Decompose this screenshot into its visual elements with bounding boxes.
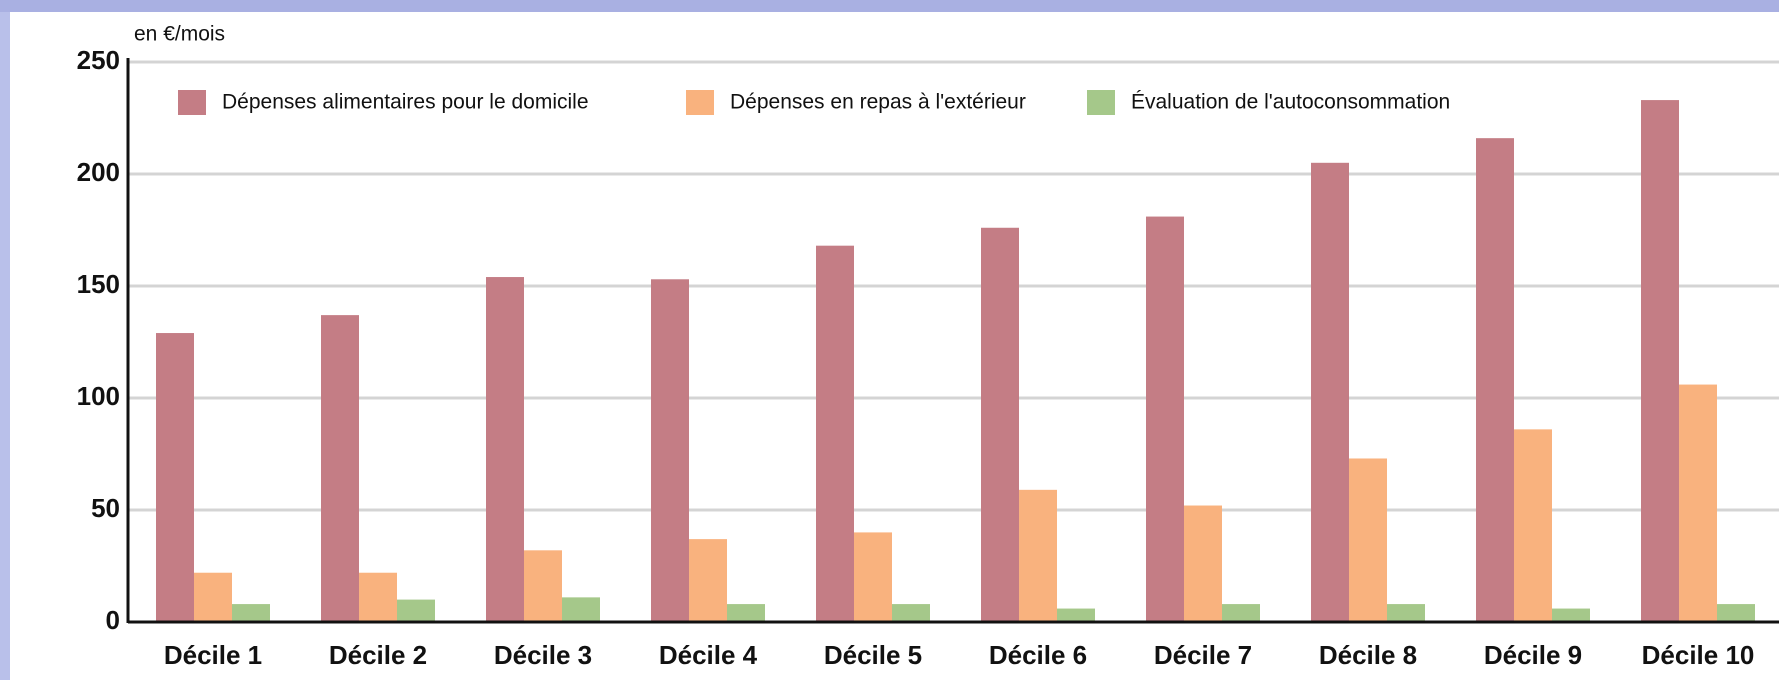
legend-label: Dépenses alimentaires pour le domicile <box>222 91 589 114</box>
legend-label: Évaluation de l'autoconsommation <box>1131 91 1450 114</box>
legend-swatch <box>1087 90 1115 115</box>
bar <box>1222 604 1260 622</box>
bar <box>397 599 435 622</box>
legend-swatch <box>686 90 714 115</box>
bar <box>321 315 359 622</box>
x-tick-label: Décile 8 <box>1319 640 1417 670</box>
bar <box>1019 489 1057 622</box>
x-tick-label: Décile 7 <box>1154 640 1252 670</box>
bar <box>1552 608 1590 622</box>
bar <box>892 604 930 622</box>
bar <box>194 572 232 622</box>
bar <box>524 550 562 622</box>
bar <box>1387 604 1425 622</box>
x-tick-label: Décile 10 <box>1642 640 1755 670</box>
bar <box>689 539 727 622</box>
bar <box>1311 162 1349 623</box>
bar <box>1679 384 1717 622</box>
bar <box>854 532 892 622</box>
bar <box>232 604 270 622</box>
bar <box>1717 604 1755 622</box>
bar <box>1146 216 1184 622</box>
y-tick-label: 200 <box>77 157 120 187</box>
bar <box>1476 138 1514 622</box>
x-tick-label: Décile 6 <box>989 640 1087 670</box>
bar <box>816 245 854 622</box>
bar <box>1641 100 1679 622</box>
x-tick-label: Décile 4 <box>659 640 758 670</box>
y-axis-label: en €/mois <box>134 23 225 46</box>
bar <box>1514 429 1552 622</box>
y-tick-label: 150 <box>77 269 120 299</box>
top-band <box>0 0 1779 12</box>
legend-label: Dépenses en repas à l'extérieur <box>730 91 1026 114</box>
x-tick-label: Décile 5 <box>824 640 922 670</box>
bar <box>1349 458 1387 622</box>
y-tick-label: 100 <box>77 381 120 411</box>
x-tick-label: Décile 2 <box>329 640 427 670</box>
y-tick-label: 0 <box>106 605 120 635</box>
bar <box>359 572 397 622</box>
bar <box>651 279 689 622</box>
x-tick-label: Décile 1 <box>164 640 262 670</box>
bar <box>562 597 600 622</box>
bar <box>1184 505 1222 622</box>
bar <box>727 604 765 622</box>
y-tick-label: 50 <box>91 493 120 523</box>
legend-swatch <box>178 90 206 115</box>
x-tick-label: Décile 9 <box>1484 640 1582 670</box>
x-tick-label: Décile 3 <box>494 640 592 670</box>
bar <box>156 333 194 622</box>
bar <box>486 277 524 622</box>
bar <box>981 227 1019 622</box>
y-tick-label: 250 <box>77 45 120 75</box>
bar <box>1057 608 1095 622</box>
